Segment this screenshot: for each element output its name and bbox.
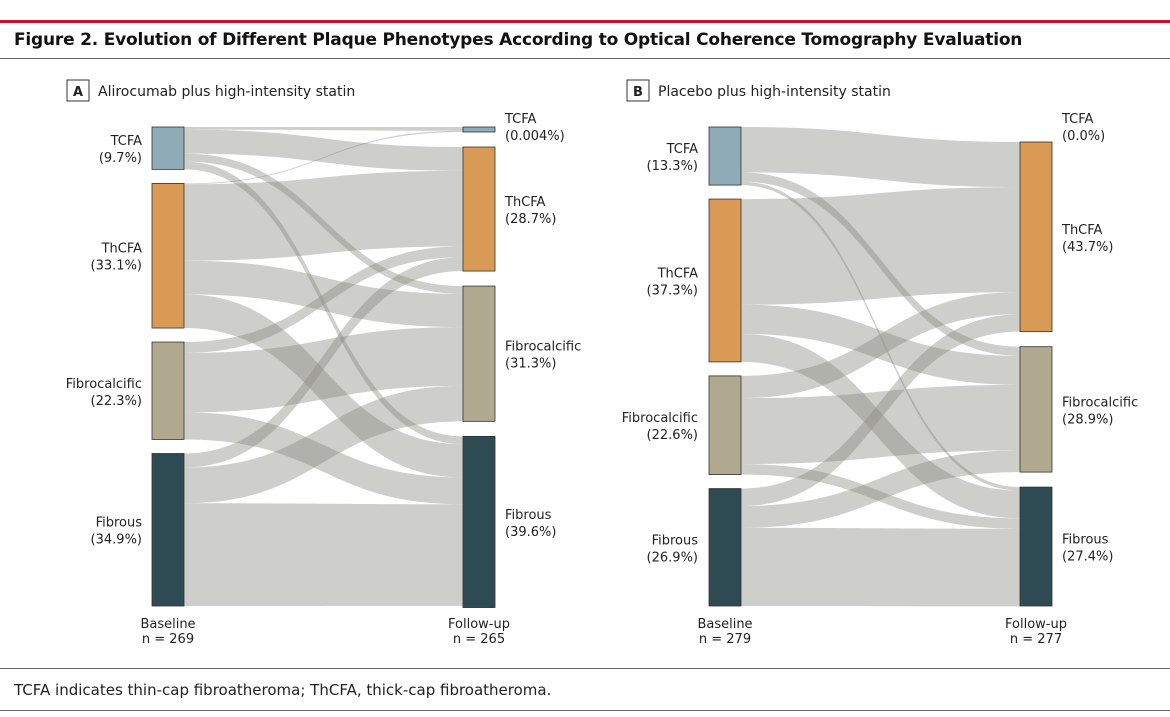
baseline-node-fibrocalcific xyxy=(708,375,742,475)
panel-letter-box xyxy=(626,79,650,102)
figure-caption: TCFA indicates thin-cap fibroatheroma; T… xyxy=(14,681,552,699)
followup-pct-fibrous: (27.4%) xyxy=(1062,550,1113,565)
baseline-pct-fibrous: (34.9%) xyxy=(91,533,142,548)
followup-label-tcfa: TCFA xyxy=(1061,112,1094,127)
flow-thcfa-to-thcfa xyxy=(184,170,463,261)
baseline-pct-tcfa: (13.3%) xyxy=(647,159,698,174)
followup-label-fibrocalcific: Fibrocalcific xyxy=(505,340,581,355)
baseline-pct-fibrous: (26.9%) xyxy=(647,550,698,565)
figure-title: Figure 2. Evolution of Different Plaque … xyxy=(14,30,1023,50)
baseline-n: n = 279 xyxy=(699,632,751,647)
followup-pct-thcfa: (28.7%) xyxy=(505,212,556,227)
baseline-node-fibrous xyxy=(151,453,185,607)
followup-label-fibrous: Fibrous xyxy=(1062,533,1109,548)
baseline-node-fibrocalcific xyxy=(151,341,185,440)
baseline-pct-tcfa: (9.7%) xyxy=(99,151,142,166)
flow-fibrous-to-thcfa xyxy=(184,257,463,468)
title-divider xyxy=(0,58,1170,59)
panel-letter-box xyxy=(66,79,90,102)
flow-tcfa-to-fibrocalcific xyxy=(741,172,1020,356)
baseline-label-tcfa: TCFA xyxy=(110,134,143,149)
panel-title: Alirocumab plus high-intensity statin xyxy=(98,84,355,100)
flow-thcfa-to-fibrocalcific xyxy=(741,304,1020,385)
caption-divider-bottom xyxy=(0,710,1170,711)
followup-label-thcfa: ThCFA xyxy=(1061,223,1103,238)
baseline-label-fibrocalcific: Fibrocalcific xyxy=(622,411,698,426)
panel-a: A Alirocumab plus high-intensity statin TC… xyxy=(66,79,581,647)
baseline-pct-fibrocalcific: (22.3%) xyxy=(91,394,142,409)
flow-group xyxy=(741,127,1020,607)
caption-divider-top xyxy=(0,668,1170,669)
baseline-label-fibrocalcific: Fibrocalcific xyxy=(66,377,142,392)
flow-fibrous-to-fibrous xyxy=(184,503,463,606)
flow-fibrocalcific-to-fibrous xyxy=(741,464,1020,529)
followup-pct-fibrous: (39.6%) xyxy=(505,525,556,540)
flow-tcfa-to-fibrous xyxy=(741,181,1020,491)
followup-pct-tcfa: (0.0%) xyxy=(1062,129,1105,144)
followup-n: n = 265 xyxy=(453,632,505,647)
followup-node-fibrous xyxy=(462,435,496,608)
followup-label-fibrous: Fibrous xyxy=(505,508,552,523)
baseline-label-fibrous: Fibrous xyxy=(96,516,143,531)
panel-b: B Placebo plus high-intensity statin TCFA (… xyxy=(622,79,1138,647)
flow-tcfa-to-fibrous xyxy=(184,161,463,445)
baseline-node-fibrous xyxy=(708,488,742,607)
panel-letter: B xyxy=(633,85,643,100)
flow-thcfa-to-fibrous xyxy=(184,294,463,478)
panel-letter: A xyxy=(73,85,83,100)
followup-axis-label: Follow-up xyxy=(1005,617,1067,632)
baseline-node-thcfa xyxy=(708,198,742,363)
baseline-label-thcfa: ThCFA xyxy=(657,266,699,281)
followup-node-tcfa xyxy=(462,126,496,133)
baseline-label-thcfa: ThCFA xyxy=(101,242,143,257)
flow-tcfa-to-tcfa xyxy=(184,127,463,131)
baseline-n: n = 269 xyxy=(142,632,194,647)
flow-fibrocalcific-to-thcfa xyxy=(184,246,463,353)
flow-tcfa-to-thcfa xyxy=(741,127,1020,188)
followup-label-thcfa: ThCFA xyxy=(504,195,546,210)
flow-fibrous-to-fibrous xyxy=(741,527,1020,607)
flow-tcfa-to-fibrocalcific xyxy=(184,153,463,294)
baseline-label-fibrous: Fibrous xyxy=(652,533,699,548)
baseline-axis-label: Baseline xyxy=(697,617,752,632)
baseline-label-tcfa: TCFA xyxy=(666,142,699,157)
panel-title: Placebo plus high-intensity statin xyxy=(658,84,891,100)
flow-thcfa-to-tcfa xyxy=(184,130,463,185)
flow-fibrous-to-fibrocalcific xyxy=(184,385,463,504)
baseline-axis-label: Baseline xyxy=(140,617,195,632)
followup-pct-fibrocalcific: (31.3%) xyxy=(505,357,556,372)
followup-node-fibrocalcific xyxy=(462,285,496,422)
flow-fibrocalcific-to-fibrocalcific xyxy=(184,327,463,413)
followup-label-tcfa: TCFA xyxy=(504,112,537,127)
followup-node-thcfa xyxy=(462,146,496,272)
followup-node-fibrocalcific xyxy=(1019,346,1053,473)
baseline-node-thcfa xyxy=(151,182,185,329)
flow-thcfa-to-thcfa xyxy=(741,187,1020,305)
flow-fibrous-to-thcfa xyxy=(741,314,1020,507)
flow-thcfa-to-fibrous xyxy=(741,333,1020,519)
flow-thcfa-to-fibrocalcific xyxy=(184,260,463,328)
flow-fibrocalcific-to-fibrocalcific xyxy=(741,384,1020,465)
header-accent-line xyxy=(0,20,1170,23)
followup-axis-label: Follow-up xyxy=(448,617,510,632)
followup-label-fibrocalcific: Fibrocalcific xyxy=(1062,395,1138,410)
flow-group xyxy=(184,127,463,606)
baseline-node-tcfa xyxy=(151,126,185,170)
baseline-pct-fibrocalcific: (22.6%) xyxy=(647,428,698,443)
followup-pct-tcfa: (0.004%) xyxy=(505,129,565,144)
baseline-pct-thcfa: (33.1%) xyxy=(91,259,142,274)
flow-fibrocalcific-to-fibrous xyxy=(184,412,463,505)
baseline-pct-thcfa: (37.3%) xyxy=(647,283,698,298)
flow-fibrocalcific-to-thcfa xyxy=(741,292,1020,399)
followup-node-thcfa xyxy=(1019,141,1053,333)
followup-pct-fibrocalcific: (28.9%) xyxy=(1062,412,1113,427)
followup-pct-thcfa: (43.7%) xyxy=(1062,240,1113,255)
followup-node-fibrous xyxy=(1019,486,1053,607)
baseline-node-tcfa xyxy=(708,126,742,186)
flow-tcfa-to-thcfa xyxy=(184,129,463,171)
followup-n: n = 277 xyxy=(1010,632,1062,647)
flow-fibrous-to-fibrocalcific xyxy=(741,450,1020,528)
